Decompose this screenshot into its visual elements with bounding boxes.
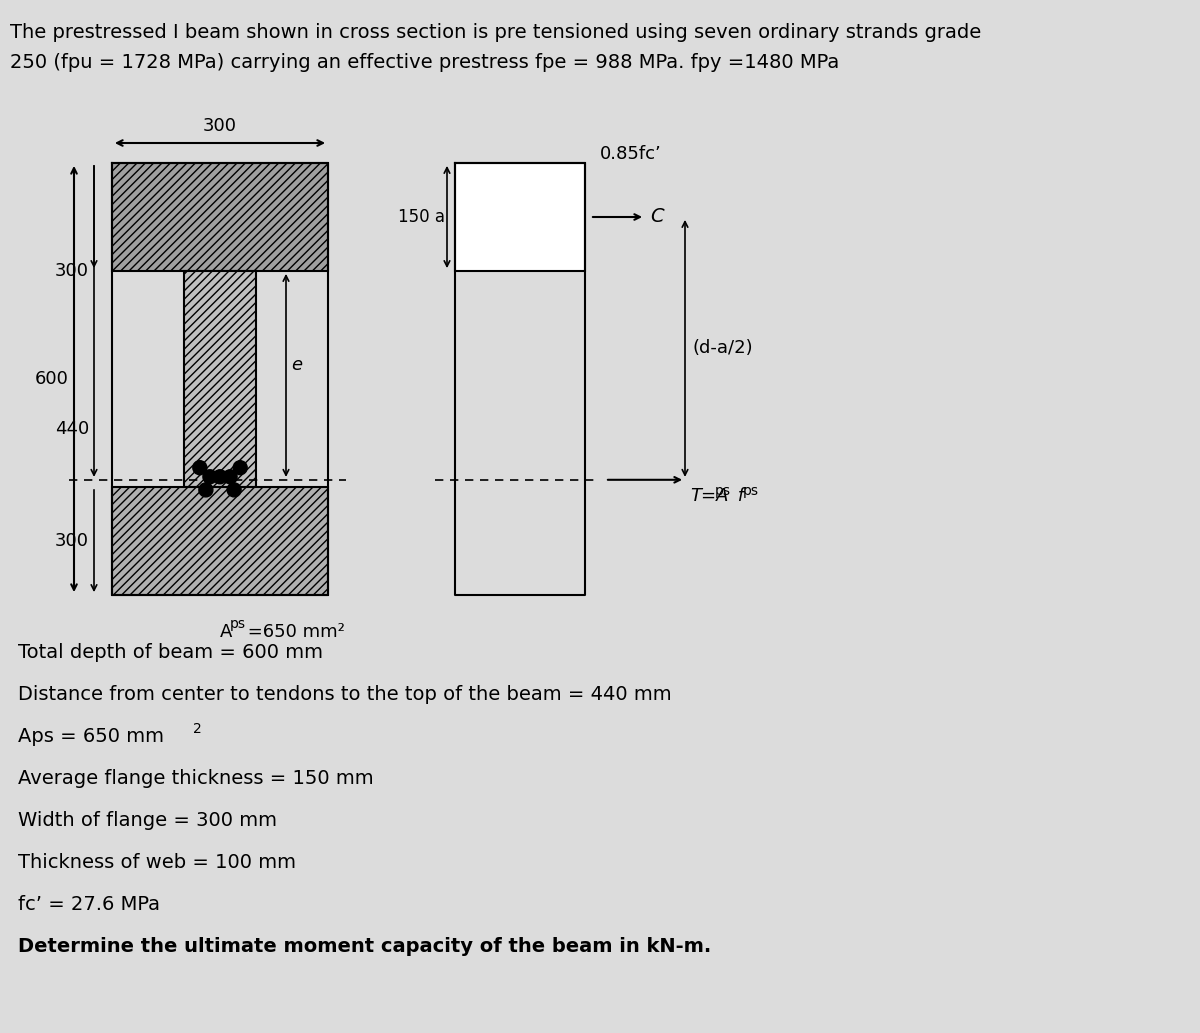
Circle shape — [214, 470, 227, 483]
Text: e: e — [292, 356, 302, 374]
Circle shape — [199, 482, 212, 497]
Text: Width of flange = 300 mm: Width of flange = 300 mm — [18, 812, 277, 831]
Text: 300: 300 — [55, 262, 89, 280]
Text: 600: 600 — [35, 370, 70, 388]
Text: 440: 440 — [55, 420, 89, 438]
Text: The prestressed I beam shown in cross section is pre tensioned using seven ordin: The prestressed I beam shown in cross se… — [10, 23, 982, 42]
Text: (d-a/2): (d-a/2) — [694, 340, 754, 357]
Text: ps: ps — [715, 483, 731, 498]
Bar — [112, 487, 328, 595]
Bar — [184, 271, 256, 487]
Text: Thickness of web = 100 mm: Thickness of web = 100 mm — [18, 853, 296, 873]
Text: 0.85fc’: 0.85fc’ — [600, 145, 661, 163]
Text: Distance from center to tendons to the top of the beam = 440 mm: Distance from center to tendons to the t… — [18, 686, 672, 705]
Text: 250 (fpu = 1728 MPa) carrying an effective prestress fpe = 988 MPa. fpy =1480 MP: 250 (fpu = 1728 MPa) carrying an effecti… — [10, 53, 839, 72]
Bar — [455, 163, 586, 271]
Text: ps: ps — [230, 617, 246, 631]
Text: Average flange thickness = 150 mm: Average flange thickness = 150 mm — [18, 770, 373, 788]
Text: Aps = 650 mm: Aps = 650 mm — [18, 727, 164, 747]
Text: ps: ps — [743, 483, 760, 498]
Text: T=A: T=A — [690, 487, 728, 505]
Text: A: A — [220, 623, 233, 641]
Circle shape — [193, 461, 206, 475]
Text: fc’ = 27.6 MPa: fc’ = 27.6 MPa — [18, 896, 160, 914]
Text: =650 mm²: =650 mm² — [242, 623, 344, 641]
Text: 300: 300 — [203, 117, 238, 135]
Text: C: C — [650, 208, 664, 226]
Circle shape — [227, 482, 241, 497]
Bar — [112, 163, 328, 271]
Text: 2: 2 — [193, 722, 202, 735]
Circle shape — [223, 470, 238, 483]
Text: Total depth of beam = 600 mm: Total depth of beam = 600 mm — [18, 644, 323, 662]
Text: Determine the ultimate moment capacity of the beam in kN-m.: Determine the ultimate moment capacity o… — [18, 938, 712, 957]
Text: f: f — [732, 487, 744, 505]
Text: 150 a: 150 a — [398, 208, 445, 226]
Text: 300: 300 — [55, 532, 89, 550]
Circle shape — [203, 470, 217, 483]
Circle shape — [233, 461, 247, 475]
